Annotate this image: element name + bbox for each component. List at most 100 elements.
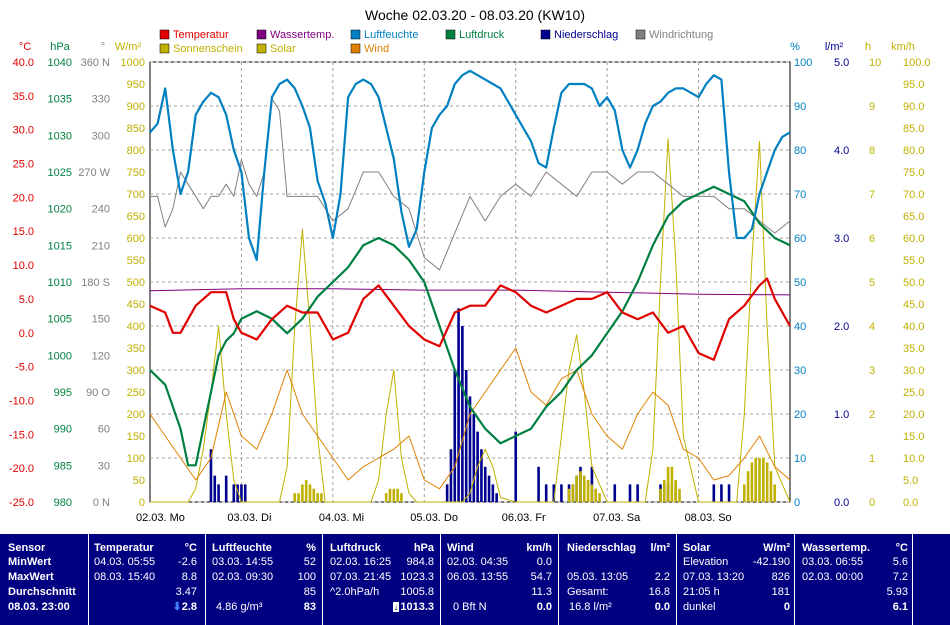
rain-total-label: Gesamt:: [567, 586, 609, 598]
axis-unit-label: %: [790, 41, 800, 53]
axis-tick-label: 1035: [48, 94, 72, 106]
axis-tick-label: 20: [794, 409, 806, 421]
axis-tick-label: 10: [869, 57, 881, 69]
rain-max-date: 05.03. 13:05: [567, 571, 629, 583]
bar-sonnenschein: [301, 484, 304, 502]
axis-tick-label: 300: [92, 130, 110, 142]
bar-sonnenschein: [765, 462, 769, 502]
column-divider: [558, 534, 559, 625]
legend-swatch: [256, 43, 267, 54]
axis-tick-label: 1015: [48, 240, 72, 252]
series-line-windrichtung: [150, 98, 791, 271]
solar-state: dunkel: [683, 601, 716, 613]
axis-tick-label: 0.0: [19, 328, 34, 340]
axis-tick-label: 700: [127, 189, 145, 201]
axis-tick-label: 40.0: [903, 321, 924, 333]
series-line-luftfeuchte: [149, 69, 791, 262]
solar-average: 181: [771, 586, 790, 598]
column-divider: [88, 534, 89, 625]
bar-niederschlag: [213, 475, 217, 502]
bar-sonnenschein: [293, 493, 297, 502]
water-average: 5.93: [886, 586, 908, 598]
axis-tick-label: 1020: [48, 204, 72, 216]
axis-tick-label: 55.0: [903, 255, 924, 267]
bar-sonnenschein: [659, 488, 662, 502]
bar-niederschlag: [449, 449, 453, 502]
wind-min-date: 02.03. 04:35: [447, 556, 509, 568]
rain-unit: l/m²: [650, 542, 670, 554]
humidity-current: 83: [303, 601, 316, 613]
pressure-header: Luftdruck: [330, 542, 381, 554]
axis-tick-label: 0: [794, 497, 800, 509]
axis-tick-label: 10.0: [903, 453, 924, 465]
axis-tick-label: 330: [92, 94, 110, 106]
axis-tick-label: 80: [794, 145, 806, 157]
day-label: 04.03. Mi: [319, 512, 364, 524]
axis-unit-label: h: [865, 41, 871, 53]
series-line-solar: [150, 138, 791, 503]
bar-sonnenschein: [750, 462, 754, 502]
axis-tick-label: 25.0: [13, 159, 34, 171]
axis-tick-label: 450: [127, 299, 145, 311]
bar-niederschlag: [636, 484, 639, 502]
axis-tick-label: 120: [92, 350, 110, 362]
pressure-trend: ^2.0hPa/h: [330, 586, 380, 598]
axis-tick-label: 500: [127, 277, 145, 289]
bar-sonnenschein: [312, 488, 316, 502]
axis-tick-label: 70.0: [903, 189, 924, 201]
pressure-max-date: 07.03. 21:45: [330, 571, 392, 583]
wind-average: 11.3: [531, 586, 552, 598]
axis-tick-label: 10: [794, 453, 806, 465]
axis-tick-label: 650: [127, 211, 145, 223]
bar-niederschlag: [240, 484, 243, 502]
axis-tick-label: 65.0: [903, 211, 924, 223]
axis-tick-label: 1010: [48, 277, 72, 289]
humidity-max-value: 100: [297, 571, 316, 583]
bar-sonnenschein: [308, 484, 312, 502]
bar-sonnenschein: [590, 484, 594, 502]
axis-unit-label: W/m²: [115, 41, 142, 53]
bar-sonnenschein: [304, 480, 308, 502]
bar-niederschlag: [560, 484, 563, 502]
wind-max-value: 54.7: [530, 571, 552, 583]
legend-label: Windrichtung: [649, 29, 713, 41]
axis-tick-label: 400: [127, 321, 145, 333]
bar-niederschlag: [483, 466, 487, 502]
chart-title: Woche 02.03.20 - 08.03.20 (KW10): [365, 7, 585, 23]
avg-label: Durchschnitt: [8, 586, 76, 598]
bar-sonnenschein: [674, 480, 678, 502]
bar-sonnenschein: [762, 458, 765, 502]
axis-tick-label: 90.0: [903, 101, 924, 113]
legend-swatch: [159, 43, 170, 54]
axis-tick-label: 2: [869, 409, 875, 421]
axis-tick-label: 15.0: [903, 431, 924, 443]
solar-max-value: 826: [771, 571, 790, 583]
pressure-column: Luftdruck hPa 02.03. 16:25 984.8 07.03. …: [323, 534, 440, 625]
bar-sonnenschein: [579, 471, 582, 502]
axis-tick-label: 800: [127, 145, 145, 157]
axis-tick-label: 100.0: [903, 57, 931, 69]
column-divider: [676, 534, 677, 625]
axis-tick-label: -15.0: [9, 429, 34, 441]
axis-tick-label: 15.0: [13, 226, 34, 238]
axis-tick-label: 20.0: [903, 409, 924, 421]
bar-sonnenschein: [586, 480, 590, 502]
current-timestamp: 08.03. 23:00: [8, 601, 70, 613]
axis-tick-label: 8: [869, 145, 875, 157]
axis-tick-label: 300: [127, 365, 145, 377]
axis-tick-label: 40: [794, 321, 806, 333]
humidity-average: 85: [303, 586, 316, 598]
axis-tick-label: 1.0: [834, 409, 849, 421]
legend-label: Wind: [364, 43, 389, 55]
day-label: 06.03. Fr: [502, 512, 546, 524]
humidity-min-value: 52: [303, 556, 316, 568]
wind-max-date: 06.03. 13:55: [447, 571, 509, 583]
bar-niederschlag: [491, 484, 495, 502]
axis-tick-label: 360 N: [81, 57, 110, 69]
axis-unit-label: hPa: [50, 41, 70, 53]
axis-tick-label: 850: [127, 123, 145, 135]
axis-tick-label: 30: [98, 460, 110, 472]
bar-niederschlag: [224, 475, 228, 502]
axis-tick-label: 50: [133, 475, 145, 487]
series-line-wind: [149, 347, 791, 490]
